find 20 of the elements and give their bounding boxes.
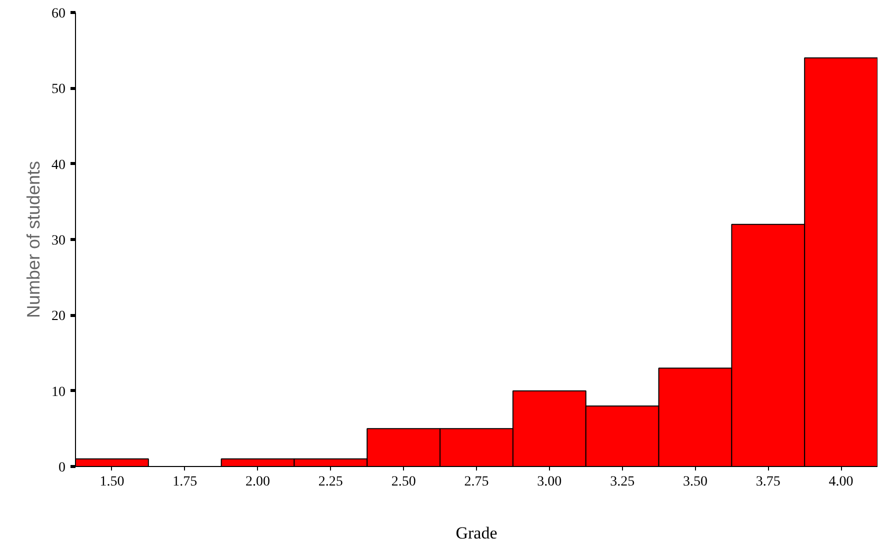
y-tick-label: 40: [52, 158, 66, 173]
y-tick-label: 30: [52, 234, 66, 248]
x-tick-label: 2.75: [464, 474, 489, 490]
x-tick-label: 3.00: [537, 474, 562, 490]
y-tick-label: 0: [58, 460, 66, 476]
y-tick-label: 50: [52, 82, 66, 98]
y-tick-label: 20: [52, 309, 66, 324]
x-tick-label: 3.75: [756, 474, 780, 490]
x-tick-label: 3.25: [610, 474, 635, 490]
x-tick-label: 2.25: [318, 474, 343, 490]
x-tick-label: 1.50: [100, 474, 124, 490]
y-tick-label: 60: [52, 6, 66, 22]
x-tick-label: 4.00: [828, 474, 854, 490]
x-tick-label: 2.50: [391, 474, 416, 490]
y-tick-label: 10: [52, 384, 66, 400]
x-tick-label: 2.00: [246, 474, 270, 490]
x-axis-title: Grade: [456, 524, 498, 542]
x-tick-label: 3.50: [682, 474, 708, 490]
x-tick-label: 1.75: [172, 474, 198, 490]
y-axis-title: Number of students: [24, 160, 44, 318]
